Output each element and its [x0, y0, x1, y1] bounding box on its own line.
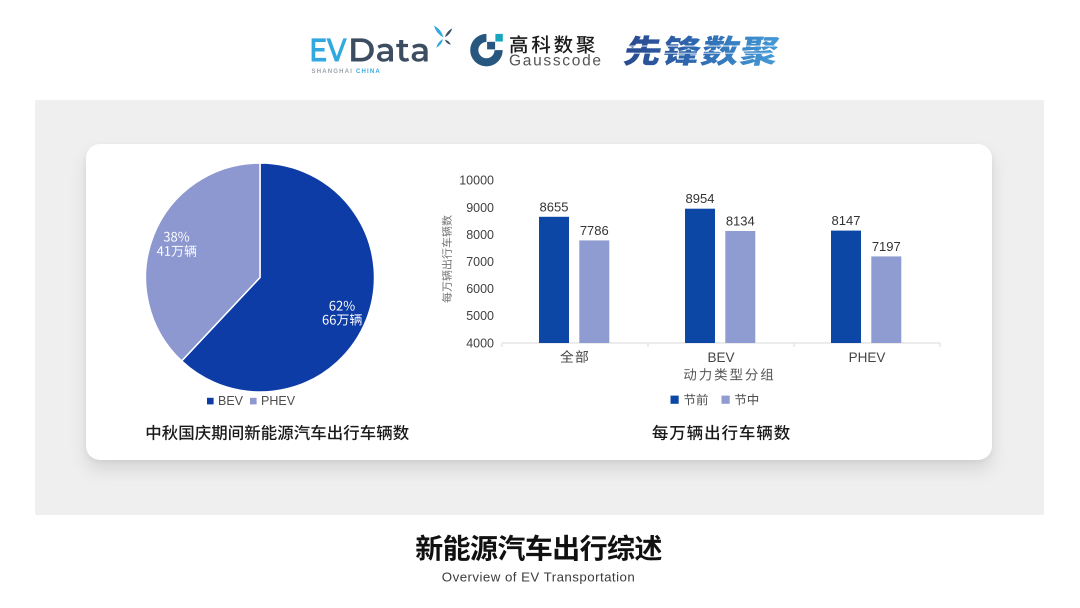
svg-text:8000: 8000 — [466, 228, 494, 242]
svg-text:7786: 7786 — [580, 223, 609, 238]
svg-text:9000: 9000 — [466, 201, 494, 215]
svg-text:8134: 8134 — [726, 214, 755, 229]
svg-text:8655: 8655 — [540, 199, 569, 214]
svg-text:BEV: BEV — [218, 394, 244, 408]
svg-text:4000: 4000 — [466, 336, 494, 350]
svg-text:8147: 8147 — [832, 213, 861, 228]
svg-text:Overview of EV Transportation: Overview of EV Transportation — [442, 570, 635, 585]
svg-text:8954: 8954 — [686, 191, 715, 206]
svg-text:PHEV: PHEV — [261, 394, 296, 408]
svg-text:7000: 7000 — [466, 255, 494, 269]
svg-text:SHANGHAI CHINA: SHANGHAI CHINA — [312, 69, 381, 75]
svg-text:5000: 5000 — [466, 309, 494, 323]
svg-text:10000: 10000 — [459, 174, 494, 188]
svg-text:6000: 6000 — [466, 282, 494, 296]
svg-text:BEV: BEV — [707, 350, 734, 365]
svg-text:Gausscode: Gausscode — [509, 53, 603, 70]
svg-text:PHEV: PHEV — [849, 350, 886, 365]
svg-text:7197: 7197 — [872, 239, 901, 254]
